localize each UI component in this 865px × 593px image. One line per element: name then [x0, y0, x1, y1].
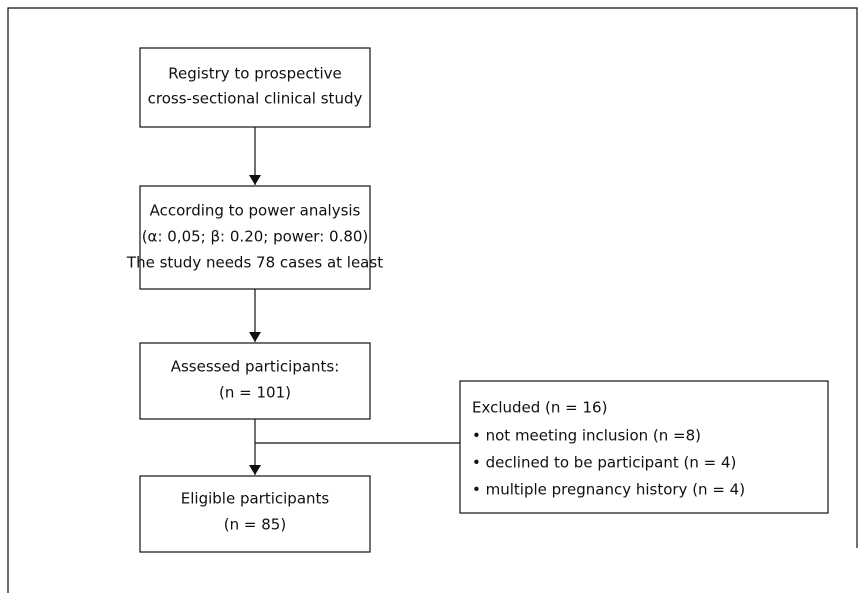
node-text: (n = 85): [224, 516, 286, 534]
node-text: (n = 101): [219, 384, 291, 402]
node-text: Excluded (n = 16): [472, 399, 607, 417]
node-text: • multiple pregnancy history (n = 4): [472, 481, 745, 499]
box: [139, 342, 371, 420]
box: [459, 380, 829, 514]
node-text: According to power analysis: [150, 202, 361, 220]
node-text: Registry to prospective: [168, 65, 342, 83]
box: [139, 47, 371, 128]
node-text: • declined to be participant (n = 4): [472, 454, 736, 472]
box: [139, 185, 371, 290]
node-text: Eligible participants: [181, 490, 330, 508]
node-text: (α: 0,05; β: 0.20; power: 0.80): [142, 228, 369, 246]
node-text: cross-sectional clinical study: [148, 90, 363, 108]
node-text: The study needs 78 cases at least: [126, 254, 383, 272]
frame: [7, 7, 858, 593]
box: [139, 475, 371, 553]
node-text: • not meeting inclusion (n =8): [472, 427, 701, 445]
node-text: Assessed participants:: [171, 358, 340, 376]
